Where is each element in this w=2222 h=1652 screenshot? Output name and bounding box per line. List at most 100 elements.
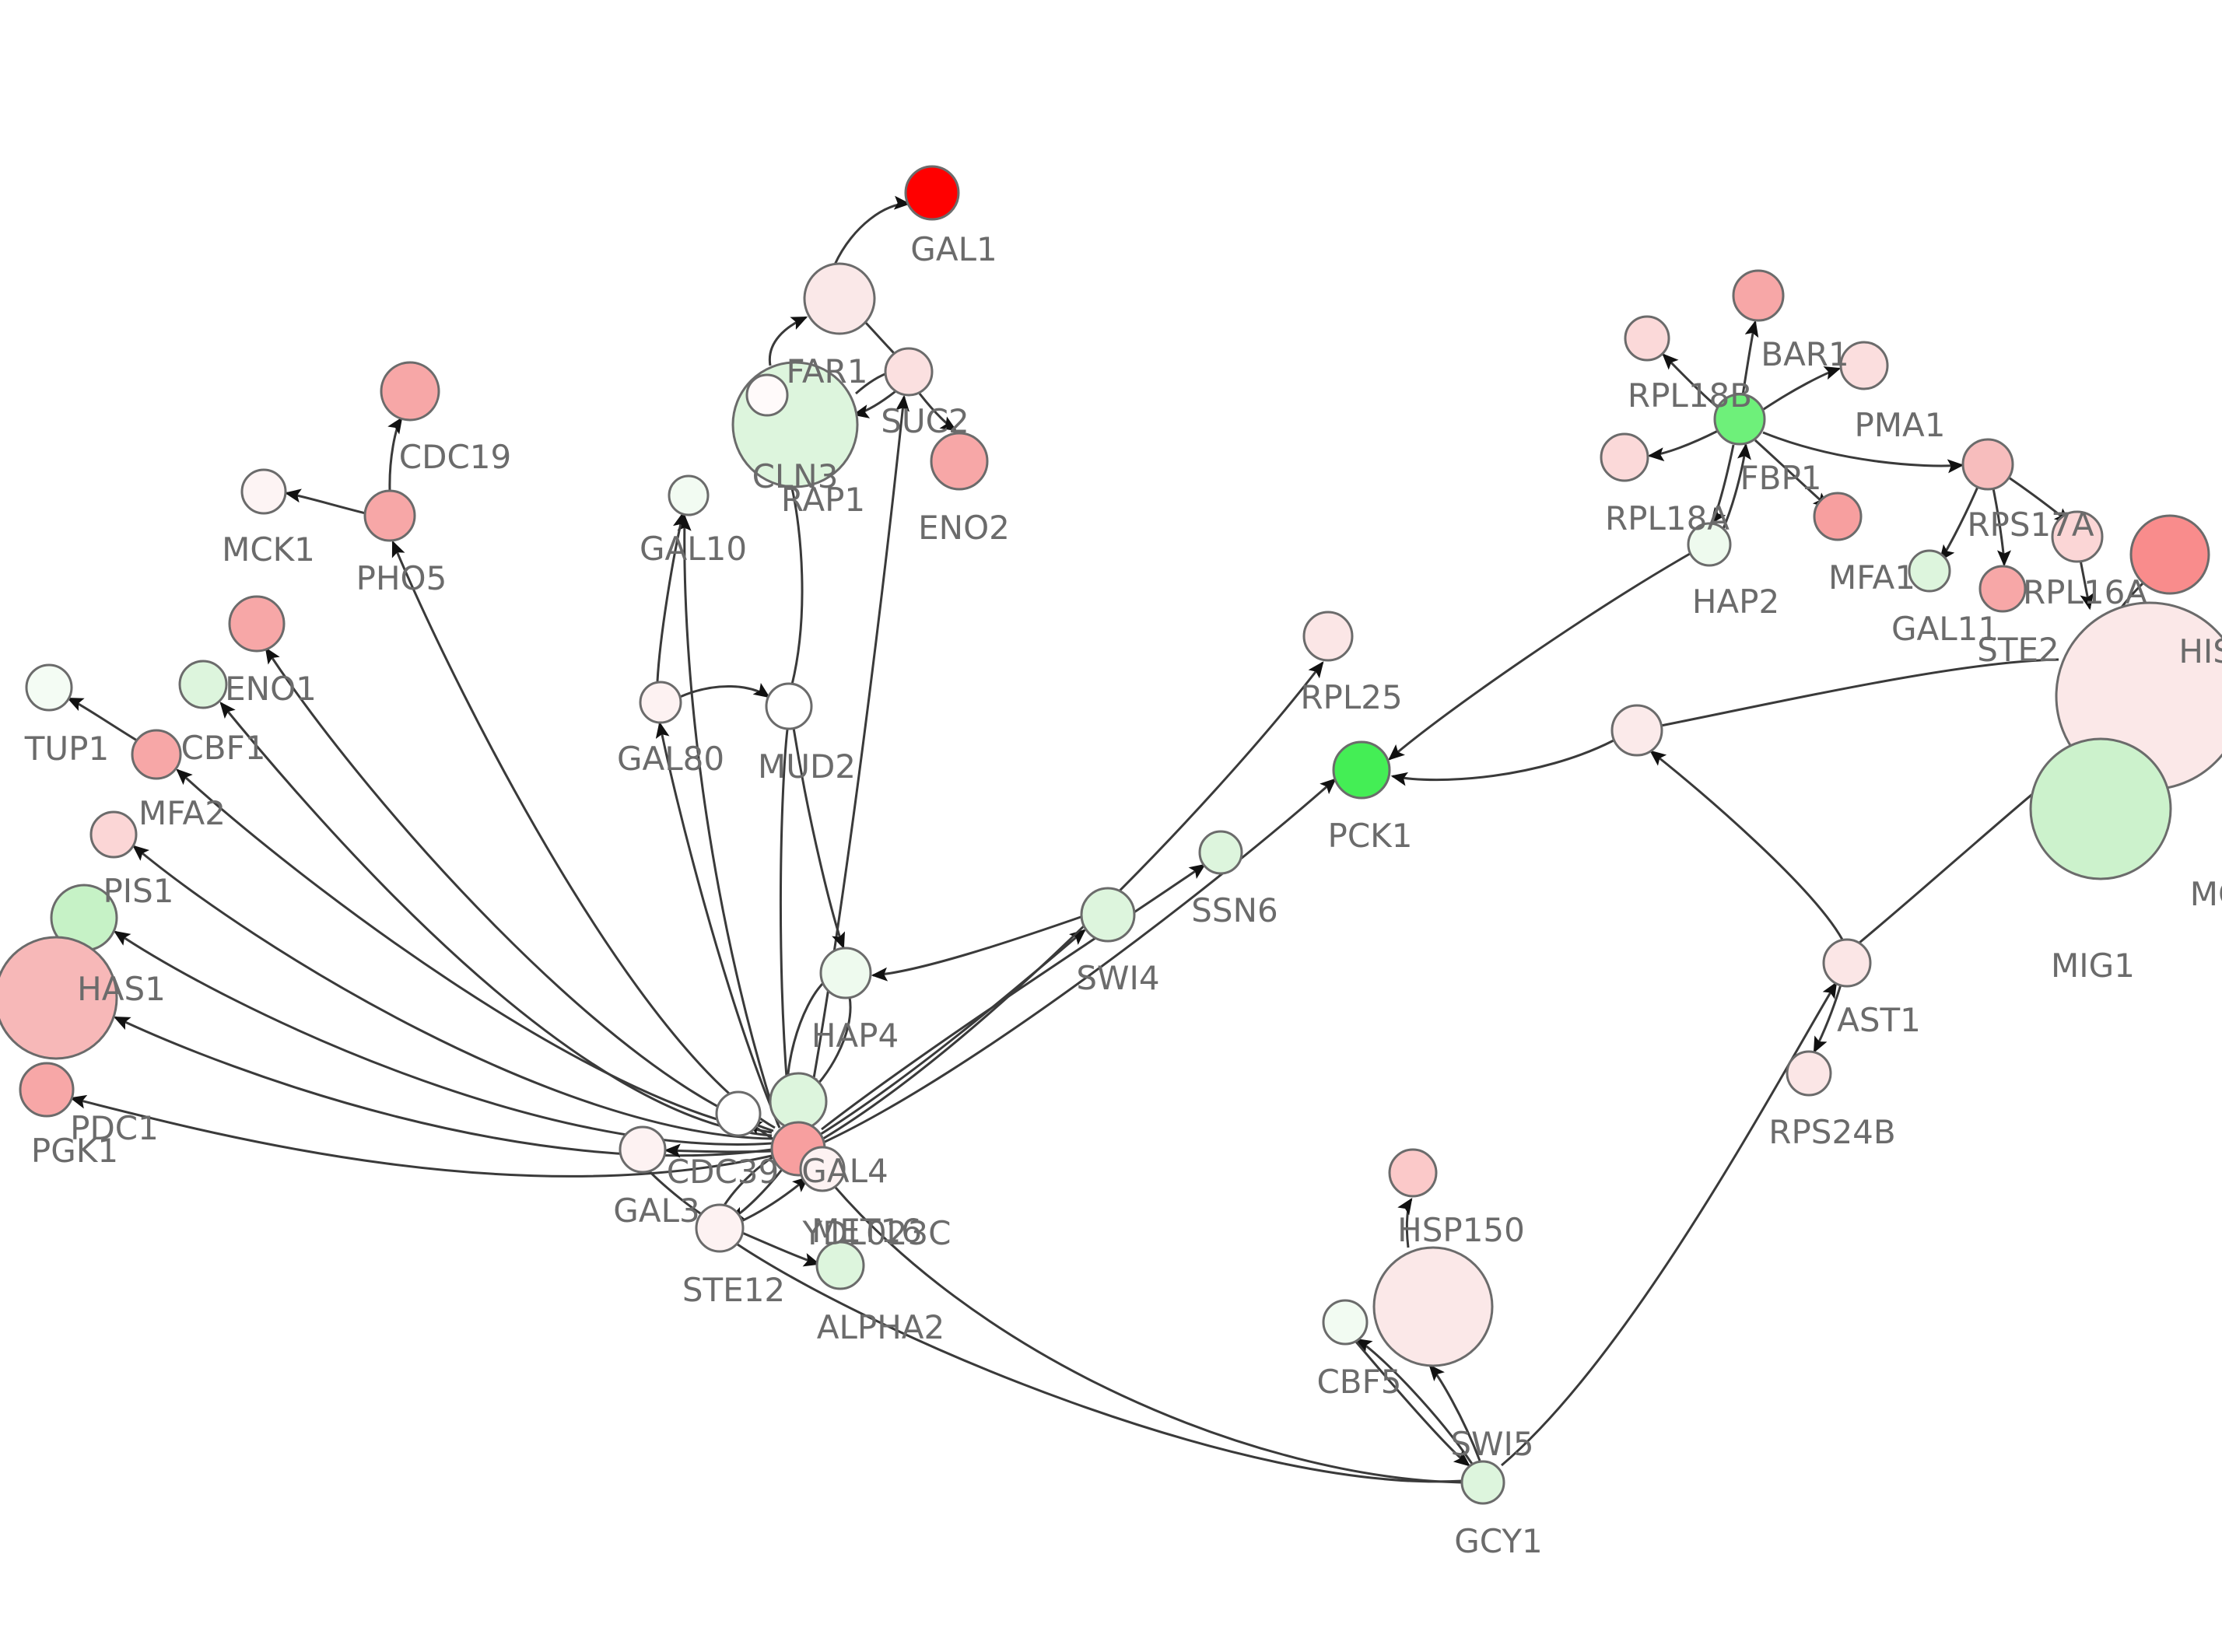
node-mud2[interactable] — [765, 682, 813, 730]
node-gcy1[interactable] — [1460, 1460, 1505, 1505]
node-gal10[interactable] — [668, 474, 710, 516]
node-pck1[interactable] — [1332, 740, 1391, 800]
node-ste12[interactable] — [695, 1203, 745, 1253]
node-label-hap2: HAP2 — [1692, 583, 1779, 621]
edge-gal4-to-eno1 — [265, 646, 774, 1132]
node-hsp150[interactable] — [1388, 1148, 1438, 1198]
node-label-gal3: GAL3 — [613, 1192, 699, 1230]
edge-gal4-to-pis1 — [132, 845, 773, 1140]
edge-cbf5-to-gcy1 — [1354, 1340, 1470, 1467]
node-rps17a[interactable] — [1961, 438, 2014, 491]
edge-gal80-to-gal10 — [656, 511, 687, 682]
node-label-far1: FAR1 — [787, 352, 868, 390]
node-eno2[interactable] — [930, 432, 989, 491]
node-ste2[interactable] — [1978, 565, 2027, 613]
node-ast1[interactable] — [1822, 938, 1872, 988]
node-cdc19[interactable] — [380, 361, 440, 422]
edge-mud2-to-cln3 — [790, 488, 804, 685]
node-hap2[interactable] — [1687, 522, 1732, 567]
edge-gal4-to-mud2 — [779, 729, 792, 1124]
edge-gal4-to-gal3 — [664, 1143, 773, 1158]
node-ydl023c[interactable] — [799, 1146, 846, 1192]
node-his4[interactable] — [2129, 514, 2210, 595]
node-pho5[interactable] — [363, 489, 416, 542]
node-label-pgk1: PGK1 — [31, 1132, 118, 1170]
node-mig1[interactable] — [2029, 737, 2172, 880]
node-rpl18a[interactable] — [1600, 432, 1649, 482]
edge-gal4-to-cbf1 — [219, 702, 773, 1137]
node-gal1[interactable] — [904, 165, 960, 221]
node-label-pho5: PHO5 — [356, 559, 447, 597]
node-rps24b[interactable] — [1786, 1050, 1832, 1097]
node-label-suc2: SUC2 — [881, 402, 969, 440]
node-pma1[interactable] — [1839, 341, 1889, 390]
node-suc2[interactable] — [884, 347, 934, 397]
node-label-ydl023c: YDL023C — [802, 1214, 952, 1252]
node-label-cdc19: CDC19 — [399, 438, 511, 476]
node-label-mig1: MIG1 — [2051, 947, 2135, 985]
node-label-cdc39: CDC39 — [667, 1153, 779, 1191]
node-met16[interactable] — [769, 1072, 828, 1131]
node-swi4[interactable] — [1080, 887, 1136, 943]
node-label-rpl18a: RPL18A — [1605, 499, 1730, 537]
node-label-gal11: GAL11 — [1891, 610, 1999, 648]
node-pis1[interactable] — [89, 810, 138, 859]
node-bar1[interactable] — [1732, 269, 1785, 322]
node-label-swi5: SWI5 — [1450, 1425, 1533, 1463]
node-far1[interactable] — [803, 262, 876, 335]
node-label-mck1: MCK1 — [222, 530, 315, 569]
node-cbf1[interactable] — [178, 660, 228, 709]
node-gal80[interactable] — [639, 681, 682, 724]
node-tup1[interactable] — [25, 663, 73, 712]
edge-rps17a-to-ste2 — [1992, 488, 2011, 567]
node-fbp1[interactable] — [1713, 393, 1766, 446]
node-rpl18b[interactable] — [1624, 315, 1670, 362]
edge-mud2-to-hap4 — [792, 727, 846, 950]
node-label-eno1: ENO1 — [225, 670, 317, 708]
node-cbf5[interactable] — [1322, 1299, 1369, 1346]
node-label-ssn6: SSN6 — [1191, 891, 1277, 929]
edge-gal4-to-gal10 — [677, 514, 780, 1125]
edge-pho5-to-cdc19 — [387, 417, 403, 492]
node-gal11[interactable] — [1908, 549, 1951, 593]
node-cdc39[interactable] — [715, 1090, 762, 1137]
node-gal3[interactable] — [619, 1125, 667, 1174]
node-mck1[interactable] — [240, 468, 287, 515]
edge-gal4-to-mfa2 — [176, 768, 773, 1134]
edge-gal4-to-has1 — [114, 930, 773, 1146]
node-label-fbp1: FBP1 — [1740, 459, 1821, 497]
edge-layer — [66, 195, 2156, 1484]
edge-fbp1-to-rpl18b — [1662, 353, 1719, 409]
node-label-ast1: AST1 — [1837, 1001, 1921, 1039]
node-rpl16a[interactable] — [2051, 510, 2104, 563]
edge-fbp1-to-bar1 — [1741, 320, 1759, 396]
edge-hap2-to-fbp1 — [1721, 443, 1751, 531]
node-label-pma1: PMA1 — [1854, 406, 1945, 444]
node-mfa1[interactable] — [1813, 492, 1863, 541]
node-ssn6[interactable] — [1198, 830, 1243, 875]
node-label-gal10: GAL10 — [640, 530, 747, 568]
edge-rpl16a-to-mcm1 — [2079, 559, 2094, 611]
node-label-cln3: CLN3 — [752, 457, 839, 495]
node-hubnode[interactable] — [1610, 704, 1663, 757]
edge-hubnode-to-pck1 — [1390, 739, 1614, 786]
node-label-gal4: GAL4 — [801, 1152, 888, 1190]
edge-mfa2-to-tup1 — [66, 697, 138, 742]
edge-fbp1-to-pma1 — [1761, 366, 1842, 412]
node-pdc1[interactable] — [0, 936, 118, 1060]
edge-gal4-to-pho5 — [391, 540, 776, 1129]
edge-ste12-to-alpha2 — [741, 1231, 821, 1267]
node-swi5[interactable] — [1372, 1246, 1494, 1367]
node-pgk1[interactable] — [19, 1062, 75, 1118]
node-eno1[interactable] — [228, 595, 286, 653]
node-alpha2[interactable] — [815, 1241, 865, 1290]
node-rap1[interactable] — [745, 373, 789, 417]
edge-cln3-to-far1 — [768, 316, 808, 366]
node-mfa2[interactable] — [131, 729, 182, 780]
node-hap4[interactable] — [819, 947, 872, 999]
node-rpl25[interactable] — [1302, 611, 1354, 662]
node-label-rps17a: RPS17A — [1967, 506, 2094, 544]
edge-ast1-to-rps24b — [1813, 984, 1842, 1054]
node-label-alpha2: ALPHA2 — [817, 1308, 945, 1346]
